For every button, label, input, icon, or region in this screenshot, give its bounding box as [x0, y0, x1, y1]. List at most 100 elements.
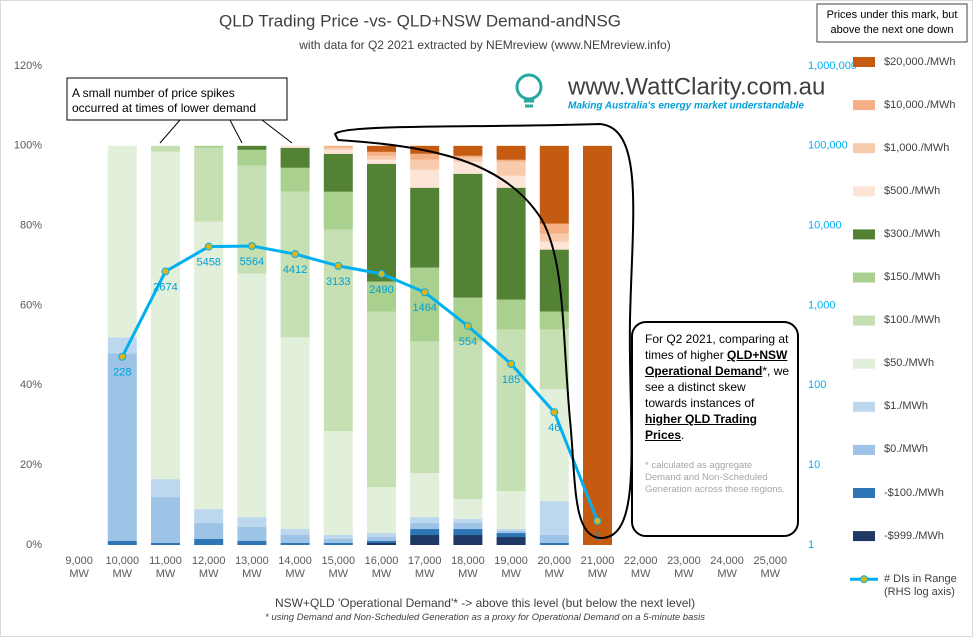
x-tick-label: 10,000 MW	[105, 555, 140, 580]
bar-segment	[410, 169, 440, 188]
bar-segment	[410, 523, 440, 530]
annotation-text: .	[681, 428, 685, 442]
legend-label: $100./MWh	[884, 314, 941, 327]
legend-swatch	[853, 186, 875, 197]
annotation-footnote: * calculated as aggregate Demand and Non…	[645, 460, 785, 495]
bar-segment	[496, 145, 526, 160]
x-tick-label: 22,000 MW	[623, 555, 658, 580]
y-tick-label: 100%	[14, 140, 42, 152]
bar-segment	[496, 175, 526, 188]
data-label: 2674	[153, 281, 177, 293]
bar-segment	[323, 191, 353, 230]
legend-label: $300./MWh	[884, 227, 941, 240]
bar-segment	[151, 145, 180, 152]
bar-segment	[367, 543, 396, 545]
bar-segment	[410, 517, 440, 524]
bar-segment	[410, 535, 440, 545]
line-point	[593, 516, 602, 525]
line-point	[118, 352, 127, 361]
annotation-text: QLD+NSW Operational Demand	[645, 348, 788, 378]
bar-segment	[410, 473, 440, 518]
x-axis-note: * using Demand and Non-Scheduled Generat…	[265, 612, 705, 623]
bar-segment	[496, 533, 526, 538]
bar-segment	[453, 499, 483, 520]
y-tick-label: 0%	[26, 539, 42, 551]
bar-segment	[323, 229, 353, 432]
legend-swatch	[853, 488, 875, 498]
legend-swatch	[853, 143, 875, 154]
annotation-arrows	[159, 119, 293, 144]
bar-segment	[410, 159, 440, 170]
line-point	[377, 269, 386, 278]
bar-segment	[194, 509, 224, 524]
legend-swatch	[853, 444, 875, 455]
legend-label: $500./MWh	[884, 184, 941, 197]
bar-segment	[410, 187, 440, 268]
bar-segment	[237, 165, 267, 274]
line-point	[291, 250, 300, 259]
legend-label: $50./MWh	[884, 357, 935, 370]
bar-segment	[194, 539, 224, 545]
y-tick-label: 80%	[20, 220, 42, 232]
legend-label: $0./MWh	[884, 443, 929, 456]
bar-segment	[367, 145, 396, 152]
x-tick-label: 18,000 MW	[451, 555, 485, 580]
bar-segment	[367, 537, 396, 542]
bar-segment	[237, 145, 267, 150]
legend-title: Prices under this mark, but above the ne…	[826, 9, 958, 36]
legend-swatch	[853, 315, 875, 326]
line-point	[550, 408, 559, 417]
legend-swatch	[853, 57, 875, 67]
y2-tick-label: 100,000	[808, 140, 848, 152]
bar-segment	[323, 539, 353, 544]
line-point	[334, 261, 343, 270]
data-label: 3133	[326, 276, 350, 288]
legend-label: $10,000./MWh	[884, 98, 956, 111]
bar-segment	[453, 341, 483, 500]
highlight-loop	[333, 122, 635, 540]
bar-segment	[453, 519, 483, 524]
bar-segment	[539, 501, 569, 536]
bar-segment	[496, 161, 526, 176]
legend-title-box	[816, 3, 968, 43]
y-tick-label: 40%	[20, 379, 42, 391]
bar-segment	[453, 523, 483, 530]
bar-segment	[107, 353, 137, 542]
bar-segment	[280, 147, 310, 168]
annotation-text: higher QLD Trading Prices	[645, 412, 758, 442]
bar-segment	[367, 533, 396, 538]
bar-segment	[539, 311, 569, 330]
bar-segment	[410, 153, 440, 160]
legend-label: $20,000./MWh	[884, 55, 956, 68]
legend-swatch	[853, 401, 875, 412]
bar-segment	[107, 145, 137, 338]
x-tick-label: 12,000 MW	[191, 555, 226, 580]
y2-tick-label: 10	[808, 459, 820, 471]
legend-label: # DIs in Range (RHS log axis)	[884, 572, 957, 598]
x-tick-label: 15,000 MW	[321, 555, 356, 580]
bar-segment	[367, 159, 396, 164]
x-tick-label: 24,000 MW	[710, 555, 744, 580]
bar-segment	[539, 249, 569, 312]
data-label: 2490	[369, 284, 393, 296]
bar-segment	[323, 145, 353, 148]
bar-segment	[280, 529, 310, 536]
bar-segment	[583, 145, 612, 546]
y2-tick-label: 10,000	[808, 220, 842, 232]
legend-label: $1./MWh	[884, 400, 929, 413]
annotation-text: *, we see a distinct skew towards instan…	[645, 364, 790, 410]
y-tick-label: 120%	[14, 60, 42, 72]
bar-segment	[539, 233, 569, 242]
bar-segment	[323, 153, 353, 192]
annotation-text: For Q2 2021, comparing at times of highe…	[645, 332, 789, 362]
data-label: 554	[459, 336, 477, 348]
bar-segment	[496, 299, 526, 330]
legend-swatch	[853, 272, 875, 283]
bar-segment	[453, 173, 483, 298]
x-tick-label: 21,000 MW	[580, 555, 615, 580]
bar-segment	[151, 151, 180, 480]
bar-segment	[539, 535, 569, 544]
x-tick-label: 13,000 MW	[235, 555, 269, 580]
